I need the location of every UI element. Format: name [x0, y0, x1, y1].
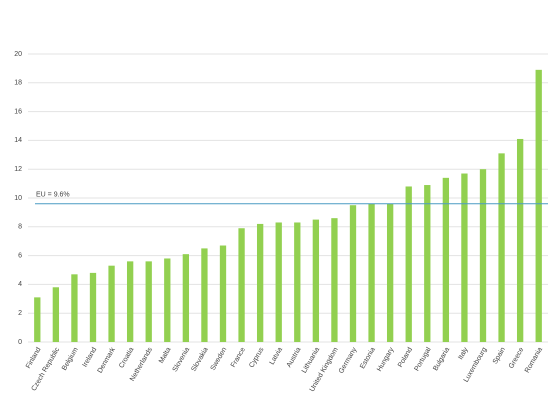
- x-tick-label: Poland: [397, 346, 414, 368]
- x-tick-label: Bulgaria: [432, 346, 451, 372]
- bar: [89, 272, 97, 342]
- x-tick-label: Belgium: [61, 346, 80, 372]
- x-tick-label: Germany: [338, 346, 359, 375]
- bar: [201, 248, 208, 342]
- bar: [479, 169, 487, 342]
- bar: [52, 287, 60, 342]
- x-tick-label: Ireland: [82, 346, 99, 368]
- x-tick-label: Romania: [524, 346, 544, 374]
- bar: [498, 153, 505, 342]
- x-tick-label: Italy: [457, 346, 470, 361]
- bar: [368, 203, 375, 342]
- y-tick-label: 16: [14, 108, 22, 115]
- bar: [386, 203, 394, 342]
- x-tick-label: Sweden: [210, 346, 229, 371]
- bar: [238, 228, 245, 342]
- y-tick-label: 4: [18, 281, 22, 288]
- bar: [126, 261, 134, 342]
- bar: [294, 222, 301, 342]
- bar: [331, 218, 338, 342]
- bar: [108, 265, 115, 342]
- x-tick-label: Finland: [25, 346, 43, 369]
- y-tick-label: 20: [14, 51, 22, 58]
- bar: [442, 177, 450, 342]
- x-tick-label: Slovakia: [190, 346, 209, 373]
- bar: [424, 185, 431, 342]
- x-tick-label: France: [230, 346, 247, 368]
- bar: [461, 173, 468, 342]
- bar: [164, 258, 171, 342]
- x-tick-label: Latvia: [269, 346, 284, 366]
- bar: [34, 297, 41, 342]
- bar: [182, 254, 190, 342]
- y-tick-label: 18: [14, 80, 22, 87]
- x-tick-label: Denmark: [97, 346, 118, 375]
- bar: [145, 261, 152, 342]
- x-tick-label: Greece: [508, 346, 526, 369]
- bar: [516, 138, 524, 342]
- y-tick-label: 8: [18, 224, 22, 231]
- bar: [71, 274, 78, 342]
- y-tick-label: 0: [18, 339, 22, 346]
- y-tick-label: 12: [14, 166, 22, 173]
- x-tick-label: Slovenia: [172, 346, 192, 373]
- bar: [349, 205, 357, 342]
- x-tick-label: Portugal: [414, 346, 433, 372]
- x-tick-label: Malta: [158, 346, 173, 364]
- bar: [312, 219, 320, 342]
- y-tick-label: 2: [18, 310, 22, 317]
- y-tick-label: 6: [18, 252, 22, 259]
- y-tick-label: 10: [14, 195, 22, 202]
- bar: [256, 223, 264, 342]
- x-tick-label: Lithuania: [301, 346, 321, 374]
- bar: [219, 245, 227, 342]
- bar: [535, 69, 542, 342]
- bar: [275, 222, 282, 342]
- x-tick-label: Croatia: [118, 346, 135, 369]
- x-tick-label: Estonia: [359, 346, 377, 370]
- x-tick-label: Cyprus: [248, 346, 265, 369]
- y-tick-label: 14: [14, 137, 22, 144]
- x-tick-label: Austria: [286, 346, 303, 368]
- x-tick-label: Spain: [492, 346, 507, 365]
- bar: [405, 186, 412, 342]
- x-tick-label: Hungary: [376, 346, 396, 373]
- reference-label: EU = 9.6%: [36, 192, 70, 199]
